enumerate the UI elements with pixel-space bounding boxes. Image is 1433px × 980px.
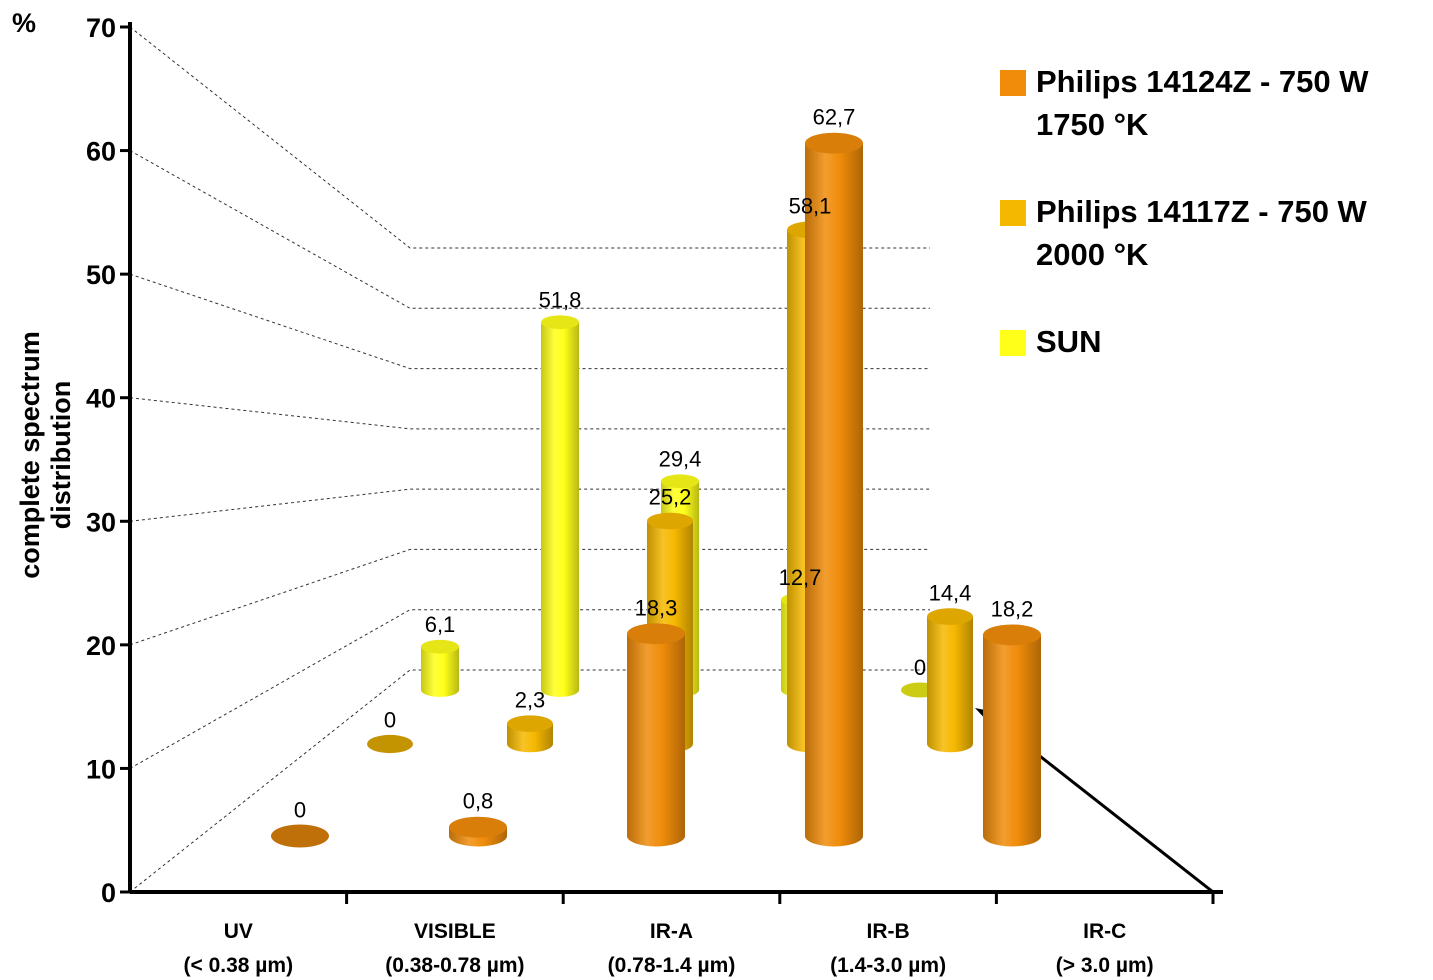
x-category-label: IR-C <box>1083 920 1126 943</box>
x-category-range: (> 3.0 µm) <box>1056 954 1154 977</box>
x-category-label: UV <box>224 920 253 943</box>
gridline <box>129 26 930 249</box>
x-category-label: IR-A <box>650 920 693 943</box>
gridline <box>129 609 930 769</box>
bar-body <box>983 634 1041 847</box>
legend-item-philips-14124z: Philips 14124Z - 750 W 1750 °K <box>1000 60 1430 190</box>
legend-label: SUN <box>1036 324 1102 359</box>
gridline <box>129 150 930 309</box>
bar <box>367 734 413 754</box>
data-label: 18,3 <box>635 595 678 620</box>
bar-top <box>983 624 1041 646</box>
legend-swatch <box>1000 70 1026 96</box>
bar-top <box>927 608 973 625</box>
bar-top <box>449 816 507 838</box>
gridline <box>129 273 930 370</box>
bar-body <box>541 322 579 697</box>
y-tick-label: 20 <box>86 631 116 661</box>
bar <box>421 639 459 697</box>
bar-body <box>805 143 863 847</box>
data-label: 2,3 <box>515 687 546 712</box>
bar <box>271 824 329 848</box>
bar-top <box>661 474 699 489</box>
y-tick-label: 10 <box>86 754 116 784</box>
data-label: 0,8 <box>463 789 494 814</box>
legend-label: Philips 14124Z - 750 W 1750 °K <box>1036 64 1369 142</box>
x-category-label: VISIBLE <box>414 920 496 943</box>
x-category-label: IR-B <box>867 920 910 943</box>
bar-top <box>647 512 693 530</box>
legend-item-philips-14117z: Philips 14117Z - 750 W 2000 °K <box>1000 190 1430 320</box>
grid <box>129 26 930 893</box>
data-label: 25,2 <box>649 485 692 510</box>
y-tick-label: 40 <box>86 384 116 414</box>
x-category-range: (0.38-0.78 µm) <box>385 954 524 977</box>
bar-top <box>421 639 459 654</box>
y-tick-label: 70 <box>86 13 116 43</box>
data-label: 0 <box>294 798 306 823</box>
bar <box>805 132 863 847</box>
gridline <box>129 669 930 893</box>
data-label: 18,2 <box>991 596 1034 621</box>
x-category-range: (0.78-1.4 µm) <box>608 954 736 977</box>
bar-top <box>367 734 413 754</box>
legend: Philips 14124Z - 750 W 1750 °K Philips 1… <box>1000 60 1430 390</box>
data-label: 62,7 <box>813 105 856 130</box>
bar <box>507 715 553 753</box>
gridline <box>129 548 930 646</box>
data-label: 51,8 <box>539 287 582 312</box>
x-category-range: (< 0.38 µm) <box>184 954 294 977</box>
legend-swatch <box>1000 200 1026 226</box>
bar <box>627 623 685 847</box>
data-label: 0 <box>384 708 396 733</box>
y-tick-label: 50 <box>86 260 116 290</box>
bar-top <box>627 623 685 645</box>
data-label: 12,7 <box>779 565 822 590</box>
bars <box>271 132 1041 848</box>
bar-body <box>927 616 973 753</box>
bar <box>449 816 507 847</box>
bar <box>541 315 579 697</box>
bar-top <box>271 824 329 848</box>
labels: 6,1 51,8 29,4 12,7 0 0 2,3 25,2 58,1 14,4 0 0,8 18,3… <box>294 105 1034 823</box>
bar-top <box>541 315 579 330</box>
data-label: 29,4 <box>659 446 702 471</box>
bar-top <box>805 132 863 154</box>
bar-body <box>627 633 685 847</box>
y-tick-label: 0 <box>101 878 116 908</box>
bar-body <box>421 646 459 697</box>
y-unit-label: % <box>12 8 37 38</box>
legend-label: Philips 14117Z - 750 W 2000 °K <box>1036 194 1367 272</box>
bar <box>927 608 973 753</box>
legend-swatch <box>1000 330 1026 356</box>
bar <box>983 624 1041 847</box>
legend-item-sun: SUN <box>1000 320 1430 390</box>
data-label: 58,1 <box>789 194 832 219</box>
bar-top <box>507 715 553 732</box>
data-label: 14,4 <box>929 580 972 605</box>
y-tick-label: 30 <box>86 507 116 537</box>
axes: 0 10 20 30 40 50 60 70 UV (< 0.38 µm) VISIBLE (0.38… <box>86 13 1223 977</box>
data-label: 0 <box>914 655 926 680</box>
x-category-range: (1.4-3.0 µm) <box>830 954 946 977</box>
data-label: 6,1 <box>425 612 456 637</box>
y-tick-label: 60 <box>86 137 116 167</box>
